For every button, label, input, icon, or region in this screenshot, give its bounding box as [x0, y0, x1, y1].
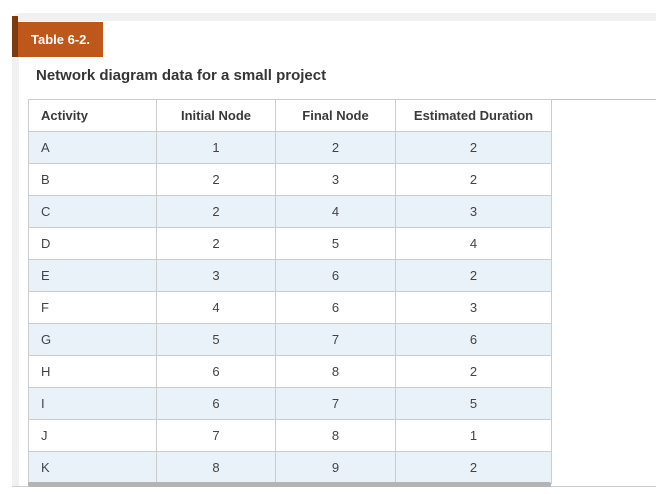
table-row: K 8 9 2 — [28, 451, 552, 484]
cell-activity: H — [28, 355, 157, 388]
cell-estimated-duration: 5 — [395, 387, 552, 420]
horizontal-scrollbar-thumb[interactable] — [28, 482, 551, 487]
cell-final-node: 2 — [275, 131, 396, 164]
table-row: B 2 3 2 — [28, 163, 552, 196]
cell-final-node: 5 — [275, 227, 396, 260]
cell-final-node: 4 — [275, 195, 396, 228]
cell-estimated-duration: 2 — [395, 355, 552, 388]
cell-initial-node: 4 — [156, 291, 276, 324]
cell-initial-node: 2 — [156, 195, 276, 228]
cell-activity: K — [28, 451, 157, 484]
table-label: Table 6-2. — [18, 22, 104, 57]
cell-estimated-duration: 1 — [395, 419, 552, 452]
cell-initial-node: 1 — [156, 131, 276, 164]
cell-estimated-duration: 4 — [395, 227, 552, 260]
column-header-activity: Activity — [28, 99, 157, 132]
cell-final-node: 9 — [275, 451, 396, 484]
cell-activity: C — [28, 195, 157, 228]
cell-estimated-duration: 3 — [395, 291, 552, 324]
cell-activity: D — [28, 227, 157, 260]
cell-estimated-duration: 2 — [395, 259, 552, 292]
cell-final-node: 8 — [275, 419, 396, 452]
cell-final-node: 3 — [275, 163, 396, 196]
table-row: H 6 8 2 — [28, 355, 552, 388]
table-caption: Network diagram data for a small project — [36, 67, 327, 84]
table-row: E 3 6 2 — [28, 259, 552, 292]
cell-activity: A — [28, 131, 157, 164]
table-row: C 2 4 3 — [28, 195, 552, 228]
table-row: G 5 7 6 — [28, 323, 552, 356]
cell-final-node: 8 — [275, 355, 396, 388]
table-row: F 4 6 3 — [28, 291, 552, 324]
cell-initial-node: 6 — [156, 387, 276, 420]
cell-activity: F — [28, 291, 157, 324]
cell-estimated-duration: 3 — [395, 195, 552, 228]
cell-activity: J — [28, 419, 157, 452]
cell-activity: E — [28, 259, 157, 292]
table-label-ribbon: Table 6-2. — [12, 16, 104, 57]
cell-final-node: 7 — [275, 387, 396, 420]
cell-estimated-duration: 6 — [395, 323, 552, 356]
cell-estimated-duration: 2 — [395, 131, 552, 164]
table-row: J 7 8 1 — [28, 419, 552, 452]
cell-initial-node: 6 — [156, 355, 276, 388]
table-row: A 1 2 2 — [28, 131, 552, 164]
cell-initial-node: 7 — [156, 419, 276, 452]
cell-activity: I — [28, 387, 157, 420]
column-header-initial-node: Initial Node — [156, 99, 276, 132]
cell-estimated-duration: 2 — [395, 451, 552, 484]
cell-initial-node: 2 — [156, 163, 276, 196]
column-header-final-node: Final Node — [275, 99, 396, 132]
cell-activity: G — [28, 323, 157, 356]
ribbon-fold — [12, 16, 18, 57]
table-row: I 6 7 5 — [28, 387, 552, 420]
cell-final-node: 6 — [275, 291, 396, 324]
cell-activity: B — [28, 163, 157, 196]
cell-initial-node: 5 — [156, 323, 276, 356]
cell-initial-node: 3 — [156, 259, 276, 292]
cell-initial-node: 2 — [156, 227, 276, 260]
header-row: Activity Initial Node Final Node Estimat… — [28, 99, 552, 132]
table-row: D 2 5 4 — [28, 227, 552, 260]
data-table: Activity Initial Node Final Node Estimat… — [28, 99, 552, 484]
cell-initial-node: 8 — [156, 451, 276, 484]
cell-estimated-duration: 2 — [395, 163, 552, 196]
cell-final-node: 7 — [275, 323, 396, 356]
column-header-estimated-duration: Estimated Duration — [395, 99, 552, 132]
cell-final-node: 6 — [275, 259, 396, 292]
